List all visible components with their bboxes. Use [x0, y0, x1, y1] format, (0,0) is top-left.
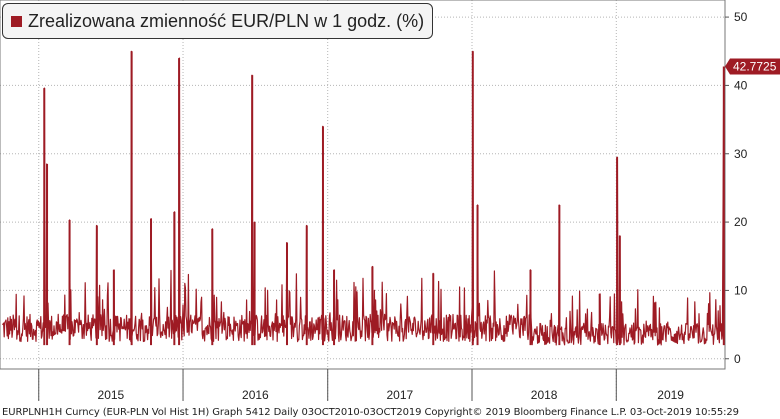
source-footer: EURPLNH1H Curncy (EUR-PLN Vol Hist 1H) G… [2, 407, 739, 418]
legend-swatch [11, 15, 22, 27]
x-tick-label: 2019 [657, 388, 684, 402]
x-tick-label: 2017 [387, 388, 414, 402]
legend: Zrealizowana zmienność EUR/PLN w 1 godz.… [2, 3, 434, 39]
series-line [1, 50, 725, 346]
y-tick-label: 40 [734, 78, 748, 92]
x-tick-label: 2016 [242, 388, 269, 402]
y-tick-label: 20 [734, 215, 748, 229]
legend-label: Zrealizowana zmienność EUR/PLN w 1 godz.… [28, 10, 425, 31]
y-tick-label: 10 [734, 283, 748, 297]
x-tick-label: 2015 [98, 388, 125, 402]
x-axis: 2015 2016 2017 2018 2019 [0, 368, 725, 402]
y-tick-label: 0 [734, 352, 741, 366]
last-value-box [725, 58, 780, 75]
x-tick-label: 2018 [531, 388, 558, 402]
y-tick-label: 50 [734, 10, 748, 24]
last-value-label: 42.7725 [733, 59, 777, 73]
y-axis: 0 10 20 30 40 50 [725, 10, 748, 366]
series-layer [1, 50, 725, 346]
last-value-callout: 42.7725 [725, 58, 780, 75]
y-tick-label: 30 [734, 147, 748, 161]
